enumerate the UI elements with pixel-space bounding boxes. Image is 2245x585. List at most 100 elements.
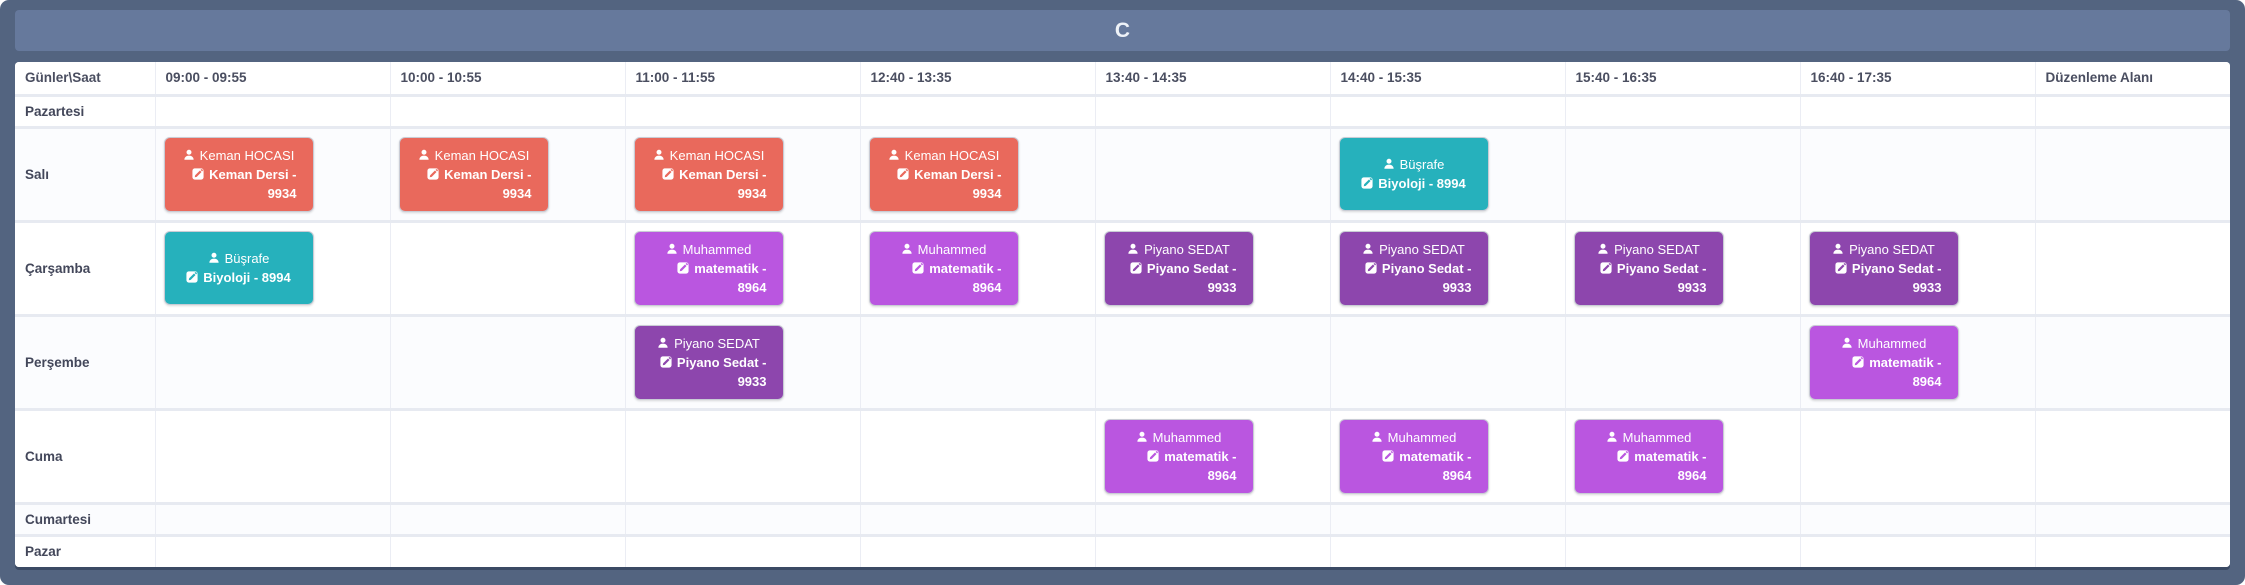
- schedule-cell[interactable]: [154, 409, 390, 503]
- lesson-card[interactable]: Büşrafe Biyoloji - 8994: [1338, 137, 1489, 211]
- schedule-cell[interactable]: [154, 503, 390, 535]
- schedule-cell[interactable]: [1799, 503, 2035, 535]
- day-label: Cumartesi: [15, 503, 155, 535]
- column-header-time: 15:40 - 16:35: [1564, 62, 1800, 95]
- schedule-cell[interactable]: [1564, 535, 1800, 567]
- schedule-cell[interactable]: [1799, 127, 2035, 221]
- schedule-cell[interactable]: [1799, 535, 2035, 567]
- schedule-cell[interactable]: Keman HOCASI Keman Dersi - 9934: [624, 127, 860, 221]
- schedule-cell[interactable]: Muhammed matematik - 8964: [624, 221, 860, 315]
- schedule-cell[interactable]: Piyano SEDAT Piyano Sedat - 9933: [1564, 221, 1800, 315]
- schedule-cell[interactable]: [1094, 503, 1330, 535]
- schedule-cell[interactable]: [389, 535, 625, 567]
- schedule-cell[interactable]: [624, 503, 860, 535]
- schedule-cell[interactable]: Muhammed matematik - 8964: [1799, 315, 2035, 409]
- schedule-cell[interactable]: [1329, 535, 1565, 567]
- lesson-name: Piyano Sedat - 9933: [1616, 260, 1707, 295]
- lesson-card[interactable]: Keman HOCASI Keman Dersi - 9934: [398, 136, 549, 212]
- lesson-card[interactable]: Keman HOCASI Keman Dersi - 9934: [868, 136, 1019, 212]
- lesson-line: Biyoloji - 8994: [1356, 174, 1472, 193]
- lesson-card[interactable]: Piyano SEDAT Piyano Sedat - 9933: [1338, 230, 1489, 306]
- schedule-cell[interactable]: [1564, 315, 1800, 409]
- schedule-cell[interactable]: [1799, 409, 2035, 503]
- lesson-card[interactable]: Muhammed matematik - 8964: [1103, 418, 1254, 494]
- schedule-cell[interactable]: [624, 409, 860, 503]
- schedule-cell[interactable]: [624, 95, 860, 127]
- schedule-cell[interactable]: Muhammed matematik - 8964: [859, 221, 1095, 315]
- schedule-cell[interactable]: [859, 409, 1095, 503]
- schedule-cell[interactable]: [1094, 315, 1330, 409]
- schedule-cell[interactable]: Piyano SEDAT Piyano Sedat - 9933: [624, 315, 860, 409]
- schedule-cell[interactable]: [1094, 535, 1330, 567]
- column-header-time: 13:40 - 14:35: [1094, 62, 1330, 95]
- schedule-cell[interactable]: [859, 315, 1095, 409]
- schedule-cell[interactable]: [859, 535, 1095, 567]
- schedule-cell[interactable]: Piyano SEDAT Piyano Sedat - 9933: [1094, 221, 1330, 315]
- lesson-name: Keman Dersi - 9934: [914, 166, 1002, 201]
- lesson-card[interactable]: Piyano SEDAT Piyano Sedat - 9933: [1573, 230, 1724, 306]
- schedule-cell[interactable]: Muhammed matematik - 8964: [1329, 409, 1565, 503]
- schedule-cell[interactable]: Muhammed matematik - 8964: [1094, 409, 1330, 503]
- user-icon: [654, 149, 664, 160]
- lesson-card[interactable]: Keman HOCASI Keman Dersi - 9934: [633, 136, 784, 212]
- schedule-cell[interactable]: [859, 503, 1095, 535]
- teacher-line: Büşrafe: [1356, 155, 1472, 174]
- schedule-cell[interactable]: [1094, 95, 1330, 127]
- schedule-cell[interactable]: [859, 95, 1095, 127]
- schedule-cell[interactable]: Piyano SEDAT Piyano Sedat - 9933: [1799, 221, 2035, 315]
- schedule-cell[interactable]: [389, 409, 625, 503]
- edit-area-cell[interactable]: [2034, 127, 2230, 221]
- schedule-cell[interactable]: [1329, 503, 1565, 535]
- lesson-card[interactable]: Büşrafe Biyoloji - 8994: [163, 231, 314, 305]
- lesson-card[interactable]: Piyano SEDAT Piyano Sedat - 9933: [633, 324, 784, 400]
- schedule-cell[interactable]: [624, 535, 860, 567]
- lesson-card[interactable]: Muhammed matematik - 8964: [868, 230, 1019, 306]
- edit-area-cell[interactable]: [2034, 503, 2230, 535]
- schedule-cell[interactable]: [154, 315, 390, 409]
- lesson-card[interactable]: Muhammed matematik - 8964: [633, 230, 784, 306]
- schedule-cell[interactable]: Büşrafe Biyoloji - 8994: [154, 221, 390, 315]
- lesson-card[interactable]: Keman HOCASI Keman Dersi - 9934: [163, 136, 314, 212]
- lesson-card[interactable]: Piyano SEDAT Piyano Sedat - 9933: [1808, 230, 1959, 306]
- schedule-cell[interactable]: [154, 95, 390, 127]
- lesson-name: Biyoloji - 8994: [1378, 176, 1466, 191]
- lesson-card[interactable]: Muhammed matematik - 8964: [1808, 324, 1959, 400]
- lesson-card[interactable]: Piyano SEDAT Piyano Sedat - 9933: [1103, 230, 1254, 306]
- user-icon: [184, 149, 194, 160]
- day-row: Cuma Muhammed matematik - 8964 Muhammed mate…: [15, 409, 2230, 503]
- day-label: Pazartesi: [25, 103, 85, 119]
- schedule-cell[interactable]: [389, 503, 625, 535]
- schedule-cell[interactable]: [1564, 503, 1800, 535]
- schedule-cell[interactable]: Piyano SEDAT Piyano Sedat - 9933: [1329, 221, 1565, 315]
- schedule-cell[interactable]: Keman HOCASI Keman Dersi - 9934: [859, 127, 1095, 221]
- lesson-name: Piyano Sedat - 9933: [1381, 260, 1472, 295]
- schedule-cell[interactable]: [154, 535, 390, 567]
- schedule-cell[interactable]: Keman HOCASI Keman Dersi - 9934: [154, 127, 390, 221]
- schedule-cell[interactable]: [1564, 127, 1800, 221]
- schedule-cell[interactable]: [389, 221, 625, 315]
- user-icon: [419, 149, 429, 160]
- edit-area-cell[interactable]: [2034, 535, 2230, 567]
- lesson-name: matematik - 8964: [1399, 448, 1472, 483]
- schedule-cell[interactable]: Büşrafe Biyoloji - 8994: [1329, 127, 1565, 221]
- teacher-line: Piyano SEDAT: [1356, 240, 1472, 259]
- schedule-cell[interactable]: [1329, 95, 1565, 127]
- schedule-cell[interactable]: [1329, 315, 1565, 409]
- edit-area-cell[interactable]: [2034, 95, 2230, 127]
- schedule-cell[interactable]: Muhammed matematik - 8964: [1564, 409, 1800, 503]
- lesson-card[interactable]: Muhammed matematik - 8964: [1338, 418, 1489, 494]
- schedule-cell[interactable]: [1564, 95, 1800, 127]
- edit-icon: [660, 355, 672, 368]
- lesson-card[interactable]: Muhammed matematik - 8964: [1573, 418, 1724, 494]
- schedule-cell[interactable]: [1799, 95, 2035, 127]
- user-icon: [658, 337, 668, 348]
- lesson-line: Piyano Sedat - 9933: [1121, 259, 1237, 297]
- edit-area-cell[interactable]: [2034, 315, 2230, 409]
- schedule-cell[interactable]: [389, 95, 625, 127]
- edit-area-cell[interactable]: [2034, 221, 2230, 315]
- schedule-cell[interactable]: Keman HOCASI Keman Dersi - 9934: [389, 127, 625, 221]
- edit-area-cell[interactable]: [2034, 409, 2230, 503]
- schedule-cell[interactable]: [1094, 127, 1330, 221]
- schedule-cell[interactable]: [389, 315, 625, 409]
